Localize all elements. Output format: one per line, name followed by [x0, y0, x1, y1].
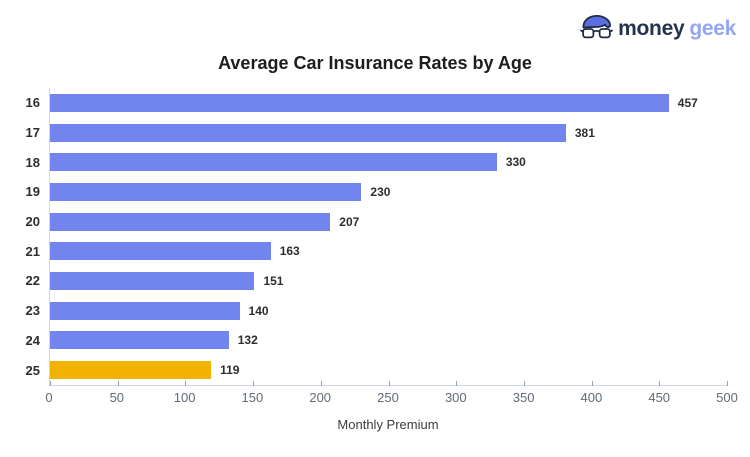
bar-value-label: 151: [263, 273, 284, 288]
x-axis-tick-mark: [523, 381, 525, 386]
y-axis-label: 24: [25, 332, 40, 348]
x-axis-tick-mark: [50, 381, 51, 386]
x-axis-tick-mark: [727, 381, 728, 386]
y-axis-label: 20: [25, 214, 40, 230]
y-axis-label: 21: [25, 243, 40, 259]
bar-age-24[interactable]: [50, 331, 229, 350]
logo-text-geek: geek: [689, 16, 736, 40]
bar-row: 132: [50, 326, 727, 356]
bar-row: 457: [50, 88, 727, 118]
bar-row: 119: [50, 355, 727, 385]
bar-value-label: 132: [237, 333, 258, 348]
bar-age-25[interactable]: [50, 361, 212, 380]
x-axis-tick-label: 250: [377, 390, 399, 405]
bar-row: 381: [50, 118, 727, 148]
bar-age-16[interactable]: [50, 93, 669, 112]
x-axis-tick-label: 450: [648, 390, 671, 405]
x-axis-tick-label: 400: [580, 390, 603, 405]
bar-age-19[interactable]: [50, 182, 362, 201]
bar-age-23[interactable]: [50, 301, 240, 320]
x-axis-tick-label: 100: [173, 390, 196, 405]
x-axis-tick-mark: [320, 381, 322, 386]
x-axis-tick-labels: 0 50 100 150 200 250 300 350 400 450 500: [45, 390, 737, 406]
x-axis-tick-mark: [388, 381, 390, 386]
bar-value-label: 140: [248, 303, 269, 318]
x-axis-tick-mark: [253, 381, 255, 386]
bar-age-20[interactable]: [50, 212, 331, 231]
geek-car-icon: [580, 14, 614, 39]
bar-value-label: 207: [339, 214, 360, 229]
x-axis-tick-label: 500: [716, 390, 738, 405]
bar-age-21[interactable]: [50, 242, 271, 261]
x-axis-tick-label: 150: [241, 390, 264, 405]
y-axis-label: 16: [25, 95, 40, 111]
logo-text-money: money: [618, 16, 685, 40]
bar-row: 140: [50, 296, 727, 326]
y-axis-label: 25: [25, 362, 40, 378]
bar-row: 230: [50, 177, 727, 207]
y-axis-labels: 16 17 18 19 20 21 22 23 24 25: [0, 88, 40, 385]
bar-row: 330: [50, 147, 727, 177]
y-axis-label: 22: [25, 273, 40, 289]
x-axis-tick-mark: [117, 381, 119, 386]
x-axis-tick-mark: [185, 381, 187, 386]
x-axis-tick-mark: [659, 381, 661, 386]
bar-value-label: 163: [279, 244, 300, 259]
y-axis-label: 19: [25, 184, 40, 200]
y-axis-label: 23: [25, 303, 40, 319]
x-axis-tick-label: 50: [109, 390, 125, 405]
bar-age-22[interactable]: [50, 271, 255, 290]
bar-row: 151: [50, 266, 727, 296]
moneygeek-logo[interactable]: money geek: [580, 13, 736, 43]
bar-chart-plot-area: 457 381 330 230 207 163 151 140 132 119: [49, 88, 728, 386]
x-axis-tick-label: 350: [512, 390, 535, 405]
bar-row: 207: [50, 207, 727, 237]
bar-value-label: 330: [505, 155, 526, 170]
bar-value-label: 381: [574, 125, 595, 140]
bar-age-18[interactable]: [50, 153, 497, 172]
x-axis-tick-label: 300: [444, 390, 467, 405]
chart-title: Average Car Insurance Rates by Age: [218, 53, 532, 73]
bar-value-label: 230: [370, 184, 391, 199]
x-axis-title: Monthly Premium: [337, 417, 439, 432]
x-axis-tick-label: 0: [45, 390, 53, 405]
x-axis-tick-mark: [591, 381, 593, 386]
bar-row: 163: [50, 236, 727, 266]
y-axis-label: 17: [25, 125, 40, 141]
x-axis-tick-mark: [456, 381, 458, 386]
bar-age-17[interactable]: [50, 123, 566, 142]
bar-value-label: 119: [220, 363, 240, 378]
y-axis-label: 18: [25, 154, 40, 170]
x-axis-tick-label: 200: [309, 390, 332, 405]
bar-value-label: 457: [677, 95, 698, 110]
